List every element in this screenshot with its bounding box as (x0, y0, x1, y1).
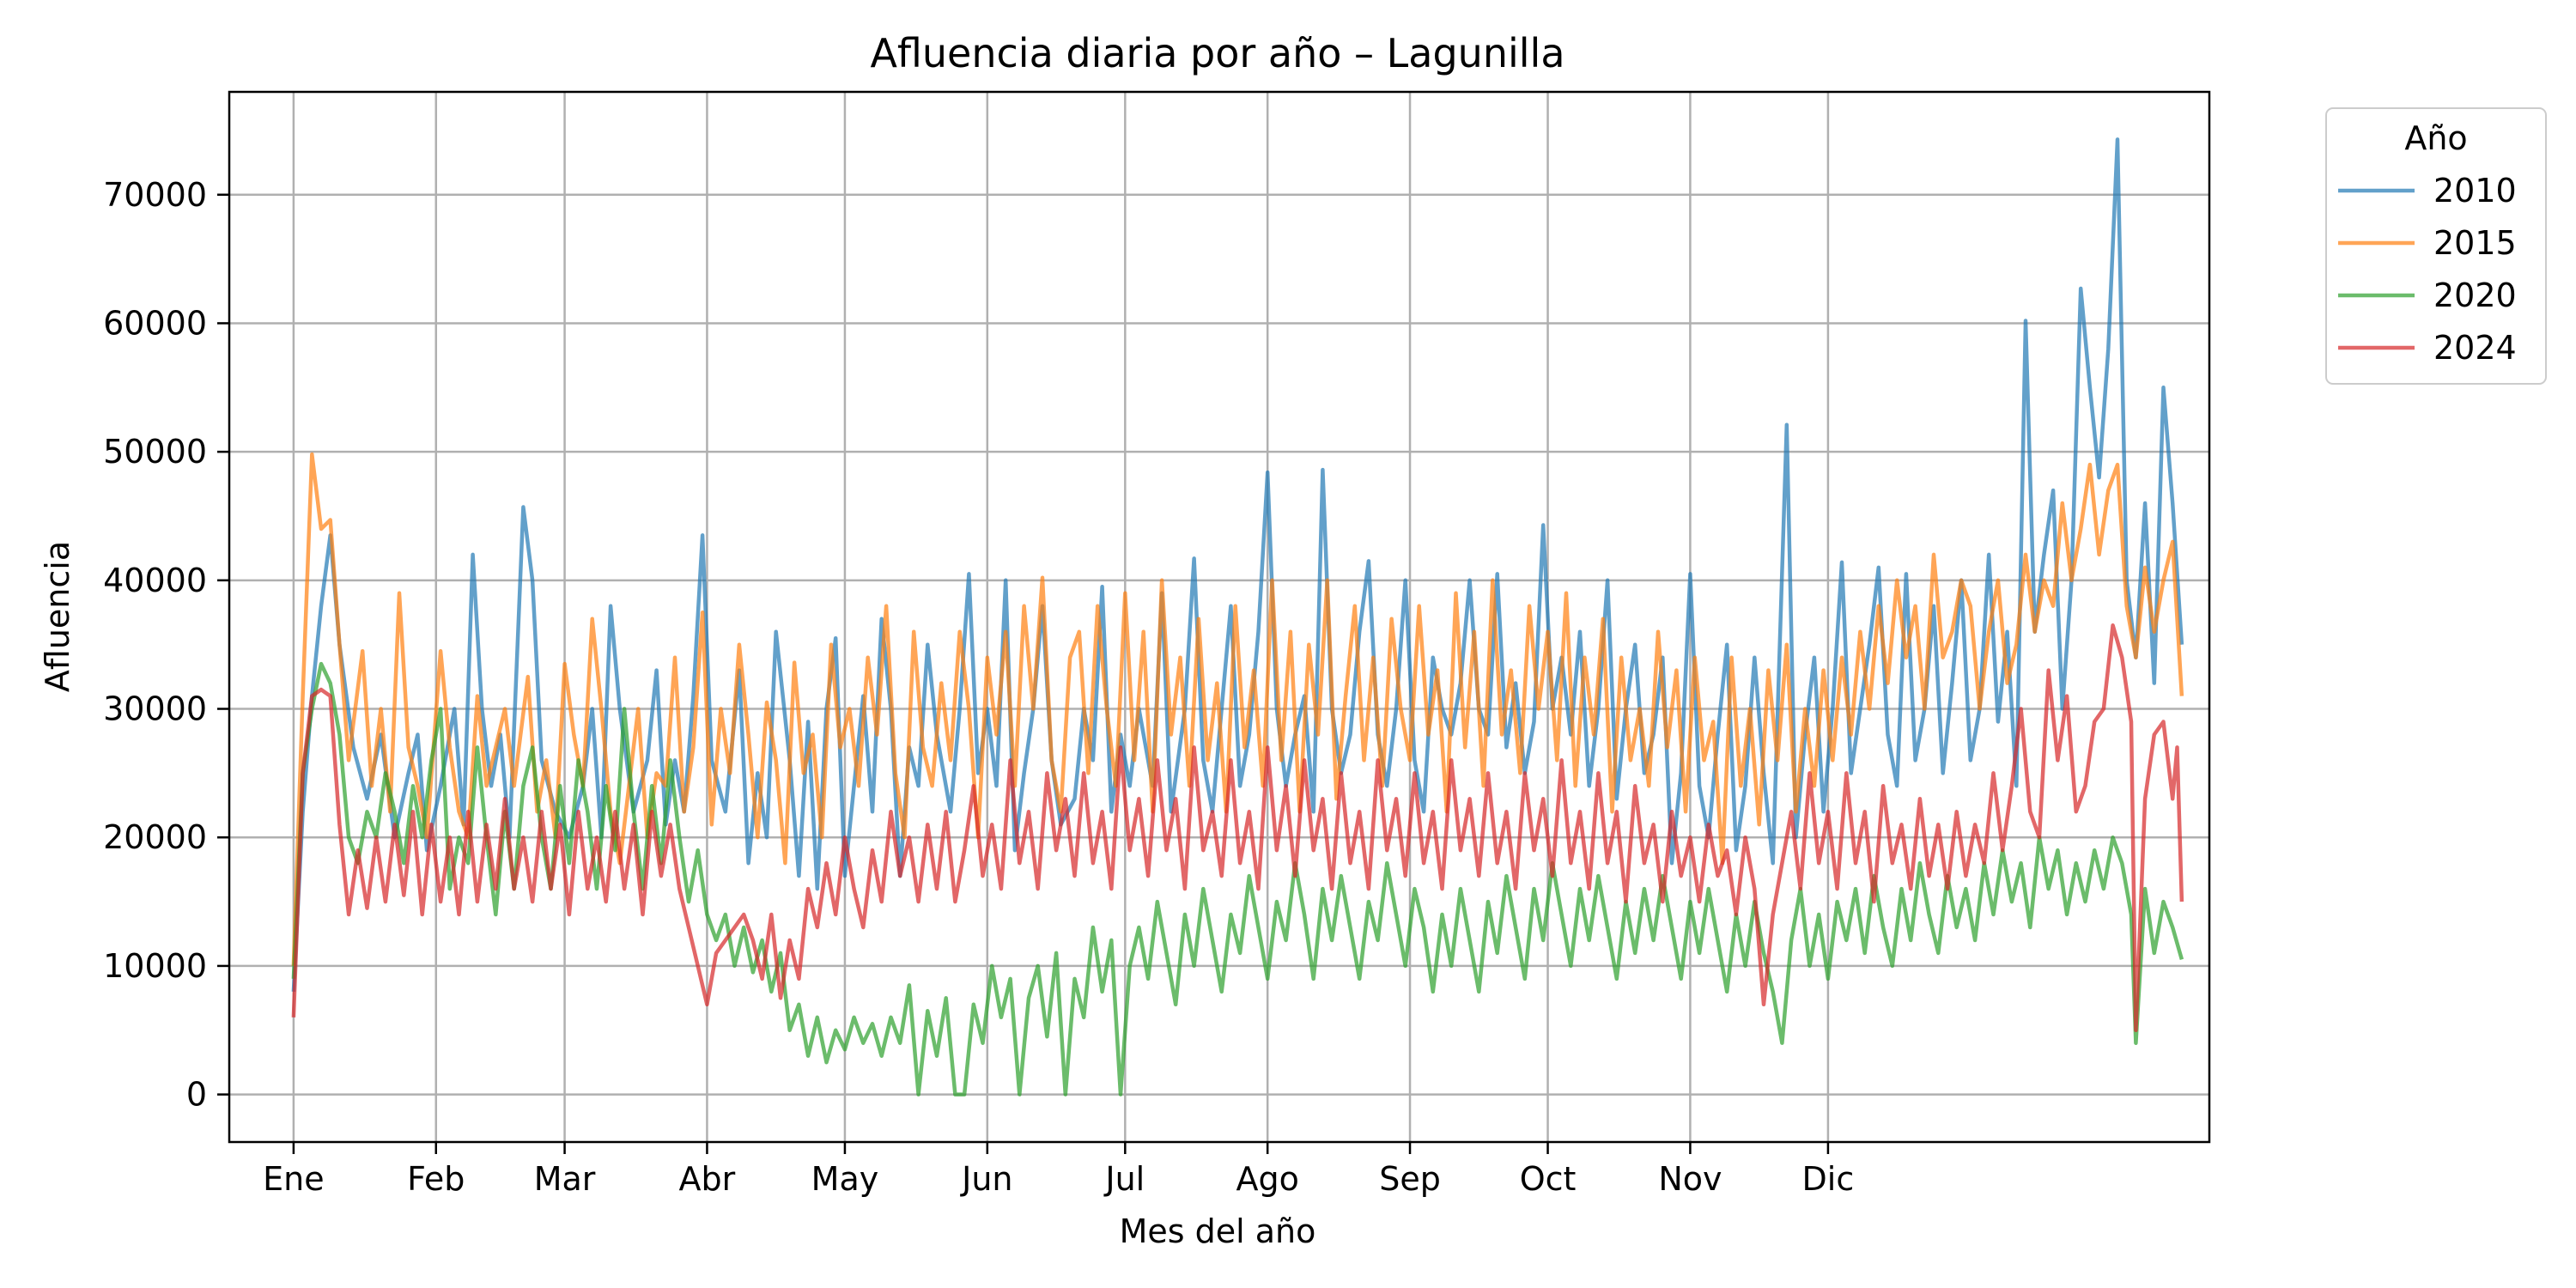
y-axis-label: Afluencia (39, 541, 76, 692)
x-tick-label: Ago (1236, 1160, 1298, 1198)
legend-label-2020: 2020 (2433, 276, 2517, 314)
y-tick-label: 70000 (103, 176, 207, 214)
x-tick-label: Ene (263, 1160, 324, 1198)
x-tick-label: Jul (1103, 1160, 1145, 1198)
y-tick-label: 20000 (103, 818, 207, 856)
y-tick-label: 0 (186, 1076, 207, 1114)
x-tick-label: Abr (679, 1160, 736, 1198)
y-tick-label: 60000 (103, 304, 207, 342)
x-tick-label: Jun (960, 1160, 1012, 1198)
x-axis-label: Mes del año (1120, 1212, 1316, 1250)
y-tick-label: 10000 (103, 947, 207, 985)
x-tick-label: Feb (407, 1160, 465, 1198)
y-tick-label: 40000 (103, 562, 207, 599)
chart-title: Afluencia diaria por año – Lagunilla (870, 30, 1564, 76)
legend: Año 2010 2015 2020 2024 (2325, 107, 2547, 385)
x-tick-label: Sep (1379, 1160, 1441, 1198)
x-tick-label: Mar (534, 1160, 596, 1198)
x-tick-label: Nov (1658, 1160, 1722, 1198)
series-line-2020 (291, 661, 2184, 1097)
x-tick-label: Oct (1520, 1160, 1577, 1198)
legend-label-2015: 2015 (2433, 224, 2517, 262)
plot-frame (228, 90, 2211, 1144)
y-tick-label: 50000 (103, 433, 207, 471)
x-tick-label: May (811, 1160, 879, 1198)
series-lines (291, 137, 2184, 1097)
legend-label-2024: 2024 (2433, 329, 2517, 367)
legend-title: Año (2404, 119, 2467, 157)
x-tick-label: Dic (1802, 1160, 1855, 1198)
legend-box (2325, 107, 2547, 385)
legend-label-2010: 2010 (2433, 172, 2517, 210)
series-line-2024 (291, 623, 2184, 1033)
y-tick-label: 30000 (103, 690, 207, 728)
axis-ticks: Ene Feb Mar Abr May Jun Jul Ago Sep Oct Nov Dic 0 100… (103, 176, 1854, 1198)
